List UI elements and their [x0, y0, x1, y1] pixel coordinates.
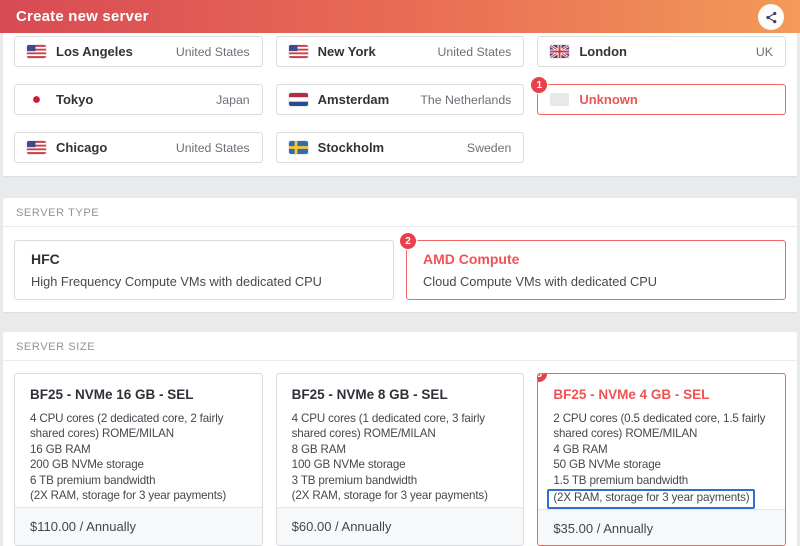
flag-japan-icon — [27, 93, 46, 106]
spec-cpu: 2 CPU cores (0.5 dedicated core, 1.5 fai… — [553, 412, 766, 441]
location-city: London — [579, 44, 627, 59]
share-icon — [765, 11, 776, 23]
location-card-stockholm[interactable]: Stockholm Sweden — [275, 132, 525, 163]
spec-bonus: (2X RAM, storage for 3 year payments) — [30, 489, 227, 503]
server-size-price: $110.00 / Annually — [15, 507, 262, 545]
spec-ram: 8 GB RAM — [291, 442, 346, 456]
server-type-label: SERVER TYPE — [3, 198, 797, 227]
spec-bandwidth: 3 TB premium bandwidth — [291, 473, 418, 487]
server-size-section: SERVER SIZE BF25 - NVMe 16 GB - SEL 4 CP… — [3, 332, 797, 546]
server-size-name: BF25 - NVMe 4 GB - SEL — [553, 387, 710, 402]
location-card-new-york[interactable]: New York United States — [275, 36, 525, 67]
server-size-price: $60.00 / Annually — [276, 507, 524, 545]
location-card-tokyo[interactable]: Tokyo Japan — [14, 84, 263, 115]
server-type-name: HFC — [31, 251, 60, 267]
flag-us-icon — [27, 141, 46, 154]
location-city: Tokyo — [56, 92, 94, 107]
spec-storage: 200 GB NVMe storage — [30, 458, 144, 472]
server-size-label: SERVER SIZE — [3, 332, 797, 361]
spec-bandwidth: 1.5 TB premium bandwidth — [553, 473, 689, 487]
flag-uk-icon — [550, 45, 570, 58]
server-type-description: High Frequency Compute VMs with dedicate… — [31, 274, 322, 289]
location-country: United States — [175, 44, 250, 59]
spec-storage: 100 GB NVMe storage — [291, 458, 406, 472]
server-size-specs: 4 CPU cores (2 dedicated core, 2 fairly … — [15, 402, 262, 503]
spec-bandwidth: 6 TB premium bandwidth — [30, 473, 156, 487]
header: Create new server — [0, 0, 800, 33]
location-city: Amsterdam — [317, 92, 390, 107]
location-section: Los Angeles United States New York Unite… — [3, 33, 797, 176]
location-card-london[interactable]: London UK — [537, 36, 786, 67]
location-grid: Los Angeles United States New York Unite… — [14, 36, 786, 163]
location-card-unknown[interactable]: 1 Unknown — [531, 77, 786, 115]
location-country: UK — [755, 44, 773, 59]
flag-netherlands-icon — [288, 93, 308, 106]
server-size-name: BF25 - NVMe 8 GB - SEL — [291, 387, 448, 402]
server-size-card-4gb[interactable]: 3 BF25 - NVMe 4 GB - SEL 2 CPU cores (0.… — [537, 373, 786, 546]
spec-bonus-highlighted: (2X RAM, storage for 3 year payments) — [547, 488, 775, 509]
location-country: Japan — [216, 92, 250, 107]
flag-us-icon — [27, 45, 46, 58]
share-button[interactable] — [758, 4, 784, 30]
location-country: United States — [175, 140, 250, 155]
server-size-card-16gb[interactable]: BF25 - NVMe 16 GB - SEL 4 CPU cores (2 d… — [14, 373, 263, 546]
flag-us-icon — [288, 45, 308, 58]
location-city: Unknown — [579, 92, 638, 107]
server-type-description: Cloud Compute VMs with dedicated CPU — [423, 274, 658, 289]
spec-cpu: 4 CPU cores (2 dedicated core, 2 fairly … — [30, 412, 224, 441]
server-size-specs: 4 CPU cores (1 dedicated core, 3 fairly … — [277, 402, 524, 503]
blue-highlight-box: (2X RAM, storage for 3 year payments) — [547, 489, 756, 509]
spec-storage: 50 GB NVMe storage — [553, 458, 661, 472]
location-city: Los Angeles — [56, 44, 133, 59]
server-type-name: AMD Compute — [423, 251, 520, 267]
server-size-name: BF25 - NVMe 16 GB - SEL — [30, 387, 194, 402]
location-card-chicago[interactable]: Chicago United States — [14, 132, 263, 163]
server-size-grid: BF25 - NVMe 16 GB - SEL 4 CPU cores (2 d… — [3, 361, 797, 546]
location-country: Sweden — [466, 140, 512, 155]
location-card-amsterdam[interactable]: Amsterdam The Netherlands — [275, 84, 525, 115]
location-country: United States — [437, 44, 512, 59]
spec-bonus: (2X RAM, storage for 3 year payments) — [291, 489, 488, 503]
server-type-grid: HFC High Frequency Compute VMs with dedi… — [3, 227, 797, 312]
server-size-specs: 2 CPU cores (0.5 dedicated core, 1.5 fai… — [538, 402, 785, 509]
spec-ram: 4 GB RAM — [553, 442, 608, 456]
page-title: Create new server — [16, 8, 149, 25]
annotation-badge-2: 2 — [400, 233, 416, 249]
server-type-card-hfc[interactable]: HFC High Frequency Compute VMs with dedi… — [14, 240, 394, 300]
annotation-badge-3: 3 — [538, 374, 548, 382]
spec-cpu: 4 CPU cores (1 dedicated core, 3 fairly … — [291, 412, 485, 441]
server-size-card-8gb[interactable]: BF25 - NVMe 8 GB - SEL 4 CPU cores (1 de… — [275, 373, 525, 546]
location-country: The Netherlands — [420, 92, 512, 107]
server-size-price: $35.00 / Annually — [538, 508, 785, 545]
location-card-los-angeles[interactable]: Los Angeles United States — [14, 36, 263, 67]
server-type-section: SERVER TYPE HFC High Frequency Compute V… — [3, 198, 797, 312]
server-type-card-amd-compute[interactable]: 2 AMD Compute Cloud Compute VMs with ded… — [400, 233, 786, 300]
location-city: Stockholm — [317, 140, 385, 155]
annotation-badge-1: 1 — [531, 77, 548, 93]
flag-sweden-icon — [288, 141, 308, 154]
location-city: Chicago — [56, 140, 108, 155]
location-city: New York — [317, 44, 376, 59]
flag-unknown-icon — [550, 93, 570, 106]
spec-ram: 16 GB RAM — [30, 442, 91, 456]
